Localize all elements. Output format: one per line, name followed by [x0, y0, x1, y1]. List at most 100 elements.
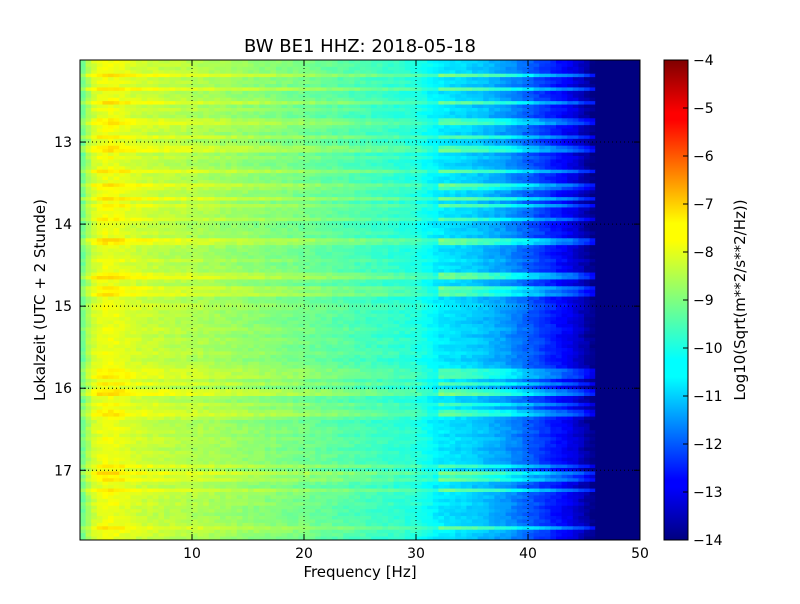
- heatmap-cell: [600, 60, 607, 65]
- heatmap-cell: [522, 145, 529, 150]
- heatmap-cell: [544, 145, 551, 150]
- heatmap-cell: [175, 77, 182, 82]
- heatmap-cell: [466, 63, 473, 68]
- heatmap-cell: [141, 114, 148, 119]
- heatmap-cell: [516, 84, 523, 89]
- heatmap-cell: [567, 204, 574, 209]
- heatmap-cell: [192, 166, 199, 171]
- heatmap-cell: [315, 166, 322, 171]
- heatmap-cell: [556, 190, 563, 195]
- heatmap-cell: [561, 162, 568, 167]
- heatmap-cell: [483, 214, 490, 219]
- heatmap-cell: [108, 204, 115, 209]
- heatmap-cell: [483, 166, 490, 171]
- heatmap-cell: [572, 193, 579, 198]
- heatmap-cell: [516, 224, 523, 229]
- heatmap-cell: [511, 132, 518, 137]
- heatmap-cell: [141, 176, 148, 181]
- heatmap-cell: [186, 60, 193, 65]
- heatmap-cell: [561, 210, 568, 215]
- heatmap-cell: [332, 121, 339, 126]
- heatmap-cell: [410, 204, 417, 209]
- heatmap-cell: [298, 207, 305, 212]
- heatmap-cell: [376, 190, 383, 195]
- heatmap-cell: [617, 149, 624, 154]
- heatmap-cell: [623, 60, 630, 65]
- heatmap-cell: [248, 97, 255, 102]
- heatmap-cell: [276, 101, 283, 106]
- heatmap-cell: [427, 87, 434, 92]
- heatmap-cell: [572, 77, 579, 82]
- heatmap-cell: [578, 121, 585, 126]
- heatmap-cell: [292, 142, 299, 147]
- heatmap-cell: [287, 169, 294, 174]
- heatmap-cell: [522, 63, 529, 68]
- heatmap-cell: [236, 63, 243, 68]
- heatmap-cell: [332, 97, 339, 102]
- heatmap-cell: [505, 217, 512, 222]
- heatmap-cell: [113, 169, 120, 174]
- heatmap-cell: [561, 132, 568, 137]
- heatmap-cell: [393, 204, 400, 209]
- heatmap-cell: [169, 111, 176, 116]
- heatmap-cell: [80, 152, 87, 157]
- heatmap-cell: [600, 228, 607, 233]
- heatmap-cell: [360, 176, 367, 181]
- heatmap-cell: [85, 63, 92, 68]
- heatmap-cell: [332, 114, 339, 119]
- heatmap-cell: [393, 132, 400, 137]
- heatmap-cell: [175, 94, 182, 99]
- heatmap-cell: [438, 87, 445, 92]
- heatmap-cell: [600, 66, 607, 71]
- heatmap-cell: [287, 197, 294, 202]
- heatmap-cell: [488, 104, 495, 109]
- heatmap-cell: [136, 101, 143, 106]
- heatmap-cell: [259, 159, 266, 164]
- heatmap-cell: [225, 217, 232, 222]
- heatmap-cell: [376, 166, 383, 171]
- heatmap-cell: [466, 156, 473, 161]
- heatmap-cell: [427, 190, 434, 195]
- heatmap-cell: [130, 87, 137, 92]
- heatmap-cell: [606, 162, 613, 167]
- heatmap-cell: [287, 152, 294, 157]
- heatmap-cell: [572, 138, 579, 143]
- heatmap-cell: [164, 142, 171, 147]
- heatmap-cell: [421, 190, 428, 195]
- heatmap-cell: [477, 118, 484, 123]
- heatmap-cell: [175, 200, 182, 205]
- heatmap-cell: [600, 217, 607, 222]
- heatmap-cell: [410, 66, 417, 71]
- heatmap-cell: [343, 66, 350, 71]
- heatmap-cell: [365, 193, 372, 198]
- heatmap-cell: [343, 104, 350, 109]
- heatmap-cell: [304, 156, 311, 161]
- heatmap-cell: [186, 125, 193, 130]
- heatmap-cell: [91, 94, 98, 99]
- heatmap-cell: [466, 159, 473, 164]
- heatmap-cell: [544, 114, 551, 119]
- heatmap-cell: [388, 180, 395, 185]
- heatmap-cell: [231, 200, 238, 205]
- heatmap-cell: [304, 73, 311, 78]
- heatmap-cell: [612, 121, 619, 126]
- heatmap-cell: [264, 186, 271, 191]
- heatmap-cell: [309, 186, 316, 191]
- heatmap-cell: [248, 104, 255, 109]
- heatmap-cell: [511, 94, 518, 99]
- heatmap-cell: [595, 111, 602, 116]
- heatmap-cell: [449, 224, 456, 229]
- heatmap-cell: [214, 84, 221, 89]
- heatmap-cell: [360, 63, 367, 68]
- heatmap-cell: [169, 214, 176, 219]
- heatmap-cell: [354, 138, 361, 143]
- heatmap-cell: [158, 138, 165, 143]
- heatmap-cell: [91, 135, 98, 140]
- heatmap-cell: [281, 73, 288, 78]
- heatmap-cell: [309, 101, 316, 106]
- heatmap-cell: [382, 132, 389, 137]
- heatmap-cell: [500, 138, 507, 143]
- heatmap-cell: [203, 210, 210, 215]
- heatmap-cell: [147, 221, 154, 226]
- heatmap-cell: [298, 87, 305, 92]
